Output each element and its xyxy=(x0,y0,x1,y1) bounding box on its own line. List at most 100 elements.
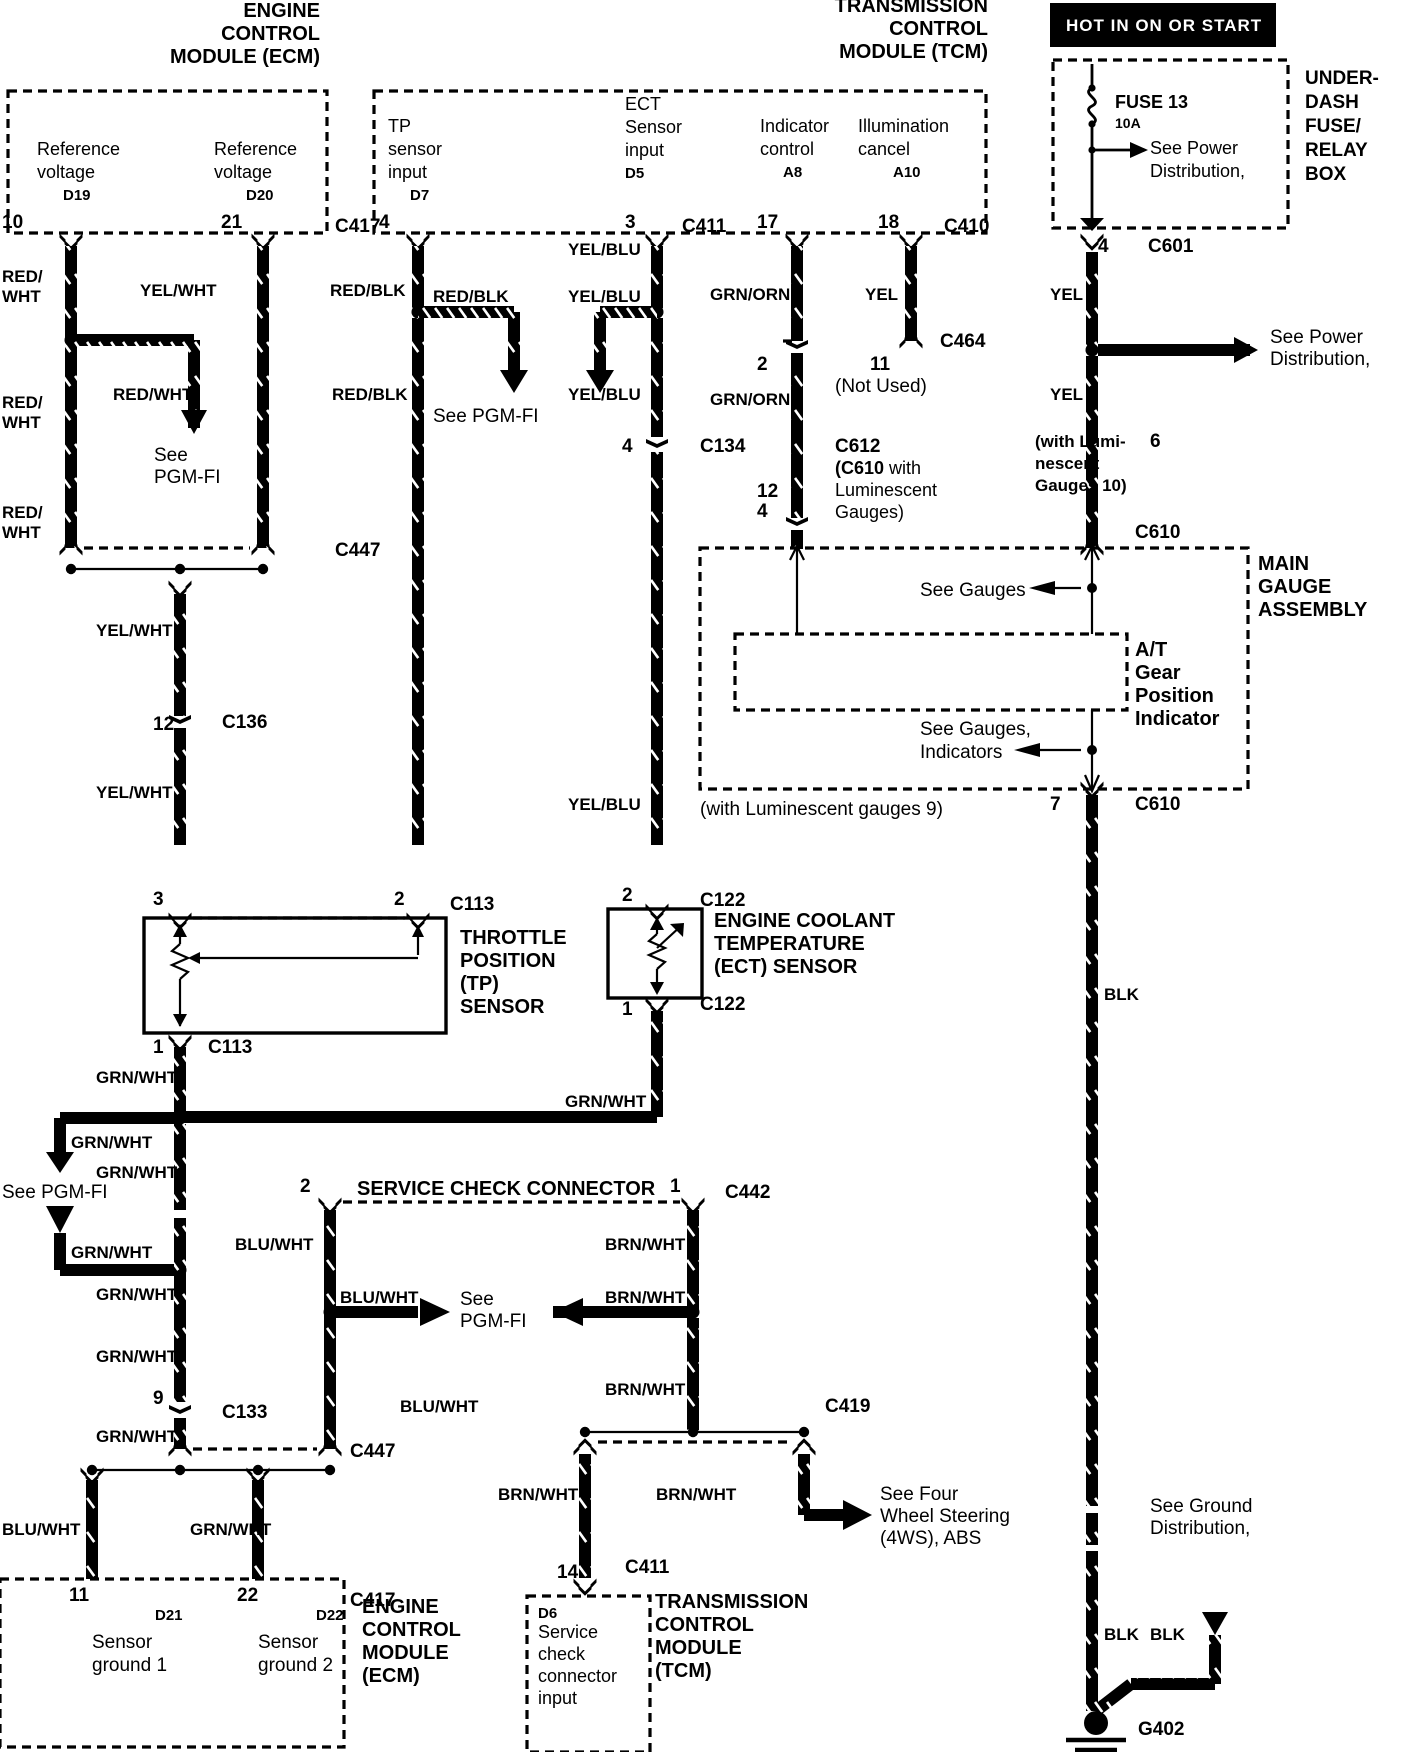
svg-text:connector: connector xyxy=(538,1666,617,1686)
svg-text:D20: D20 xyxy=(246,187,274,204)
svg-text:See: See xyxy=(154,445,188,466)
svg-text:ground 2: ground 2 xyxy=(258,1655,333,1676)
svg-text:YEL/BLU: YEL/BLU xyxy=(568,287,641,306)
svg-text:GRN/WHT: GRN/WHT xyxy=(96,1427,178,1446)
svg-text:SERVICE CHECK CONNECTOR: SERVICE CHECK CONNECTOR xyxy=(357,1178,656,1200)
svg-text:RED/BLK: RED/BLK xyxy=(433,287,509,306)
svg-text:Sensor: Sensor xyxy=(258,1632,319,1653)
svg-text:FUSE/: FUSE/ xyxy=(1305,116,1362,137)
svg-text:GAUGE: GAUGE xyxy=(1258,576,1331,598)
svg-text:(with Lumi-: (with Lumi- xyxy=(1035,432,1126,451)
svg-text:ENGINE COOLANT: ENGINE COOLANT xyxy=(714,910,895,932)
svg-text:WHT: WHT xyxy=(2,413,41,432)
svg-text:MODULE (TCM): MODULE (TCM) xyxy=(839,41,988,63)
svg-text:1: 1 xyxy=(622,999,633,1020)
svg-text:Indicator: Indicator xyxy=(760,116,829,136)
svg-text:4: 4 xyxy=(757,501,768,522)
svg-text:YEL: YEL xyxy=(865,285,898,304)
svg-text:BRN/WHT: BRN/WHT xyxy=(605,1288,686,1307)
svg-text:BRN/WHT: BRN/WHT xyxy=(605,1235,686,1254)
svg-text:MODULE: MODULE xyxy=(655,1637,742,1659)
svg-text:nescent: nescent xyxy=(1035,454,1100,473)
svg-text:BLU/WHT: BLU/WHT xyxy=(340,1288,419,1307)
svg-text:YEL: YEL xyxy=(1050,285,1083,304)
svg-text:C610: C610 xyxy=(1135,522,1180,543)
svg-text:GRN/WHT: GRN/WHT xyxy=(71,1243,153,1262)
svg-text:GRN/ORN: GRN/ORN xyxy=(710,390,790,409)
svg-text:See Power: See Power xyxy=(1270,327,1364,348)
svg-text:YEL/WHT: YEL/WHT xyxy=(140,281,217,300)
svg-text:Sensor: Sensor xyxy=(625,117,682,137)
svg-text:2: 2 xyxy=(394,889,405,910)
svg-text:Distribution,: Distribution, xyxy=(1150,161,1245,181)
svg-text:(TP): (TP) xyxy=(460,973,499,995)
svg-text:control: control xyxy=(760,139,814,159)
svg-text:BLK: BLK xyxy=(1104,985,1140,1004)
svg-text:10: 10 xyxy=(2,212,23,233)
svg-text:RED/BLK: RED/BLK xyxy=(330,281,406,300)
svg-text:Gauges): Gauges) xyxy=(835,502,904,522)
svg-text:CONTROL: CONTROL xyxy=(221,23,320,45)
svg-text:GRN/WHT: GRN/WHT xyxy=(71,1133,153,1152)
svg-text:RED/WHT: RED/WHT xyxy=(113,385,193,404)
svg-text:Wheel Steering: Wheel Steering xyxy=(880,1506,1010,1527)
svg-text:C113: C113 xyxy=(450,894,494,915)
svg-text:GRN/WHT: GRN/WHT xyxy=(96,1347,178,1366)
svg-text:BOX: BOX xyxy=(1305,164,1347,185)
svg-text:RED/: RED/ xyxy=(2,267,43,286)
svg-text:C442: C442 xyxy=(725,1182,770,1203)
svg-text:GRN/ORN: GRN/ORN xyxy=(710,285,790,304)
svg-text:G402: G402 xyxy=(1138,1719,1184,1740)
svg-text:See Power: See Power xyxy=(1150,138,1238,158)
svg-text:C410: C410 xyxy=(944,216,989,237)
svg-text:GRN/WHT: GRN/WHT xyxy=(190,1520,272,1539)
svg-text:sensor: sensor xyxy=(388,139,442,159)
svg-text:(C610 with: (C610 with xyxy=(835,458,921,478)
svg-text:C133: C133 xyxy=(222,1402,267,1423)
svg-text:Sensor: Sensor xyxy=(92,1632,153,1653)
svg-text:FUSE 13: FUSE 13 xyxy=(1115,92,1188,112)
svg-text:RED/: RED/ xyxy=(2,393,43,412)
svg-text:CONTROL: CONTROL xyxy=(362,1619,461,1641)
svg-text:ECT: ECT xyxy=(625,94,661,114)
svg-text:C612: C612 xyxy=(835,436,880,457)
svg-text:THROTTLE: THROTTLE xyxy=(460,927,567,949)
svg-text:Distribution,: Distribution, xyxy=(1150,1518,1250,1539)
svg-text:(Not Used): (Not Used) xyxy=(835,376,927,397)
svg-text:C610: C610 xyxy=(1135,794,1180,815)
svg-text:TEMPERATURE: TEMPERATURE xyxy=(714,933,865,955)
svg-text:6: 6 xyxy=(1150,431,1161,452)
svg-text:ENGINE: ENGINE xyxy=(362,1596,439,1618)
svg-text:Reference: Reference xyxy=(214,139,297,159)
svg-text:ASSEMBLY: ASSEMBLY xyxy=(1258,599,1368,621)
svg-text:See Four: See Four xyxy=(880,1484,959,1505)
svg-text:RED/BLK: RED/BLK xyxy=(332,385,408,404)
svg-text:PGM-FI: PGM-FI xyxy=(154,467,221,488)
svg-text:CONTROL: CONTROL xyxy=(655,1614,754,1636)
svg-text:cancel: cancel xyxy=(858,139,910,159)
svg-text:BLU/WHT: BLU/WHT xyxy=(2,1520,81,1539)
svg-text:C411: C411 xyxy=(682,216,727,237)
svg-text:C447: C447 xyxy=(350,1441,395,1462)
svg-text:See Ground: See Ground xyxy=(1150,1496,1252,1517)
svg-text:(TCM): (TCM) xyxy=(655,1660,712,1682)
svg-text:A10: A10 xyxy=(893,164,921,181)
svg-text:C411: C411 xyxy=(625,1557,670,1578)
svg-text:A8: A8 xyxy=(783,164,802,181)
svg-text:9: 9 xyxy=(153,1388,164,1409)
svg-text:YEL/BLU: YEL/BLU xyxy=(568,795,641,814)
svg-text:Reference: Reference xyxy=(37,139,120,159)
svg-text:input: input xyxy=(388,162,427,182)
svg-text:UNDER-: UNDER- xyxy=(1305,68,1379,89)
svg-text:BRN/WHT: BRN/WHT xyxy=(656,1485,737,1504)
svg-text:C601: C601 xyxy=(1148,236,1194,257)
svg-text:C122: C122 xyxy=(700,890,745,911)
svg-text:GRN/WHT: GRN/WHT xyxy=(96,1068,178,1087)
svg-text:C136: C136 xyxy=(222,712,267,733)
svg-text:3: 3 xyxy=(153,889,164,910)
svg-text:See: See xyxy=(460,1289,494,1310)
svg-text:Gear: Gear xyxy=(1135,662,1181,684)
svg-text:GRN/WHT: GRN/WHT xyxy=(565,1092,647,1111)
svg-text:MODULE: MODULE xyxy=(362,1642,449,1664)
svg-text:D6: D6 xyxy=(538,1605,557,1622)
